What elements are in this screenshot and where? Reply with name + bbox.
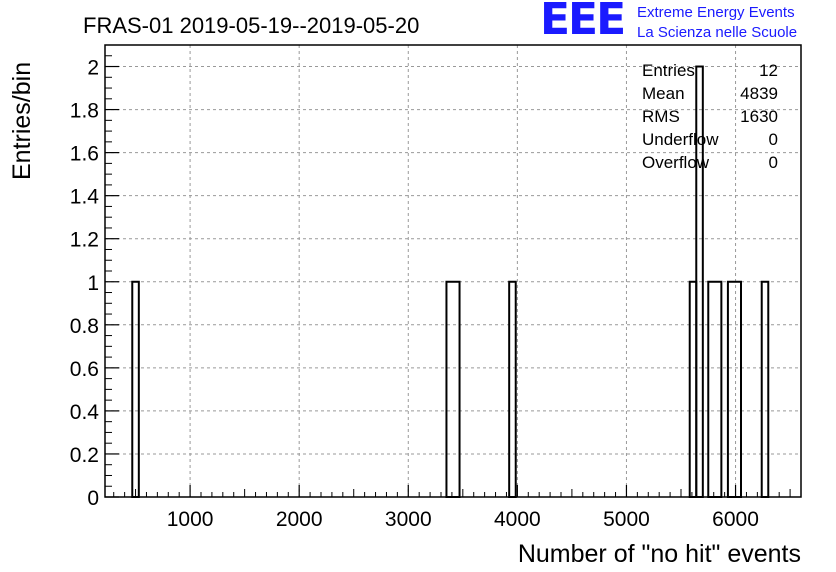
stat-value: 0	[769, 130, 778, 149]
histogram-bin	[707, 280, 723, 498]
stat-value: 1630	[740, 107, 778, 126]
x-tick-label: 3000	[385, 508, 432, 531]
y-tick-label: 1.6	[70, 143, 99, 166]
stat-label: Underflow	[642, 130, 719, 149]
y-tick-label: 2	[87, 57, 99, 80]
x-axis-label: Number of "no hit" events	[518, 540, 801, 568]
y-tick-label: 1.8	[70, 100, 99, 123]
stat-value: 0	[769, 153, 778, 172]
y-tick-label: 0.8	[70, 315, 99, 338]
x-tick-label: 6000	[712, 508, 759, 531]
histogram-bin	[760, 280, 770, 498]
eee-logo-mark: EEE	[540, 0, 626, 45]
x-tick-label: 5000	[603, 508, 650, 531]
axis-ticks: 1000 2000 3000 4000 5000 6000 0 0.2 0.4 0.6 0.8 1 1.…	[70, 55, 802, 531]
x-tick-label: 1000	[167, 508, 214, 531]
x-tick-label: 2000	[276, 508, 323, 531]
histogram-bin	[445, 280, 461, 498]
y-tick-label: 0.6	[70, 358, 99, 381]
chart-title: FRAS-01 2019-05-19--2019-05-20	[83, 13, 419, 38]
stat-value: 12	[759, 61, 778, 80]
stat-label: RMS	[642, 107, 680, 126]
stat-label: Entries	[642, 61, 695, 80]
histogram-bin	[508, 280, 517, 498]
logo-text-line2: La Scienza nelle Scuole	[637, 24, 798, 41]
y-tick-label: 0.4	[70, 401, 100, 424]
y-tick-label: 1.2	[70, 229, 99, 252]
stat-label: Mean	[642, 84, 685, 103]
histogram-bin	[131, 280, 140, 498]
logo-text-line1: Extreme Energy Events	[637, 4, 795, 21]
stat-label: Overflow	[642, 153, 710, 172]
x-tick-label: 4000	[494, 508, 541, 531]
y-tick-label: 1	[87, 272, 99, 295]
stat-value: 4839	[740, 84, 778, 103]
y-axis-label: Entries/bin	[8, 62, 36, 180]
y-tick-label: 1.4	[70, 186, 100, 209]
y-tick-label: 0	[87, 487, 99, 510]
y-tick-label: 0.2	[70, 444, 99, 467]
stats-box: Entries 12 Mean 4839 RMS 1630 Underflow 0 Overfl…	[642, 61, 778, 172]
histogram-bin	[726, 280, 743, 498]
